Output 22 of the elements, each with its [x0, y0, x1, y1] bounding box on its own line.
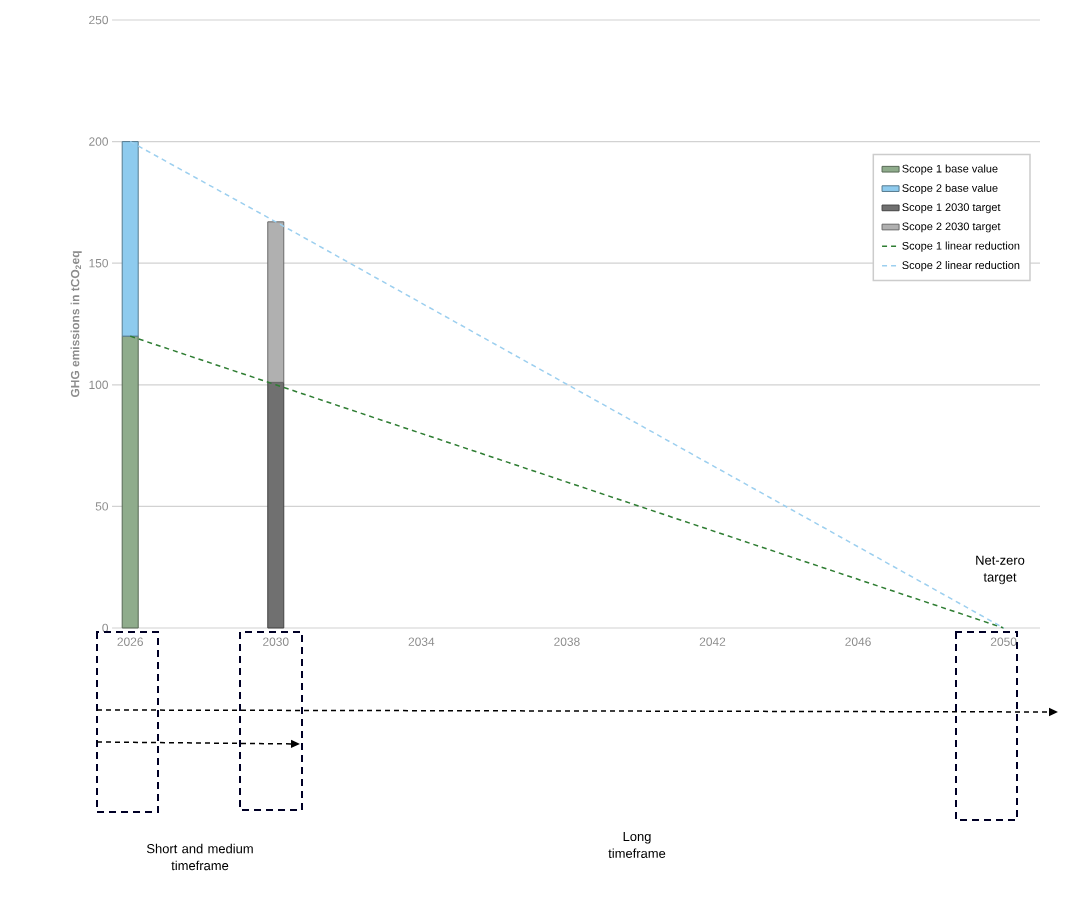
- legend-label: Scope 2 2030 target: [902, 222, 1001, 233]
- x-tick-label: 2030: [263, 637, 289, 646]
- legend-label: Scope 2 base value: [902, 183, 998, 195]
- legend-label: Scope 1 base value: [902, 164, 998, 175]
- x-tick-label: 2026: [117, 637, 143, 646]
- text: Long timeframe: [608, 832, 666, 858]
- y-axis-title: GHG emissions in tCO$_{2}$eq: [70, 251, 82, 398]
- x-tick-label: 2046: [845, 637, 871, 646]
- legend-label: Scope 1 linear reduction: [902, 241, 1020, 252]
- x-tick-label: 2034: [408, 637, 435, 646]
- annotation: Net-zero target: [976, 555, 1025, 585]
- x-tick-label: 2050: [990, 637, 1017, 646]
- y-tick-label: 150: [89, 258, 109, 268]
- y-tick-label: 50: [95, 502, 109, 511]
- text: Short and medium timeframe: [146, 843, 253, 871]
- y-tick-label: 200: [89, 137, 109, 146]
- y-tick-label: 250: [89, 15, 109, 25]
- legend-label: Scope 2 linear reduction: [902, 261, 1020, 272]
- x-tick-label: 2042: [699, 637, 726, 646]
- legend-label: Scope 1 2030 target: [902, 203, 1001, 214]
- x-tick-label: 2038: [554, 637, 580, 646]
- y-tick-label: 100: [89, 380, 109, 390]
